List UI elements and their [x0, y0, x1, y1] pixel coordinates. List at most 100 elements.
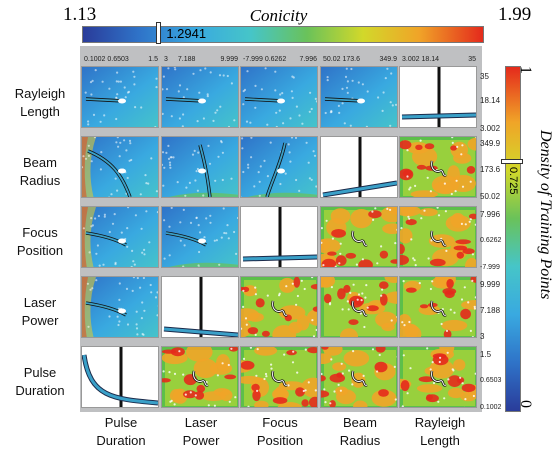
- tick: 0.6262: [264, 56, 287, 63]
- col-label-line: Laser: [184, 415, 218, 430]
- tick: 35: [468, 56, 476, 63]
- row-tick: 3.002: [480, 124, 501, 133]
- density-heatmap-cell[interactable]: [160, 346, 239, 408]
- col-ticks-1: 3 7.188 9.999: [164, 56, 238, 63]
- conicity-contour-cell[interactable]: [319, 66, 398, 128]
- tick: 349.9: [379, 56, 397, 63]
- tick: 1.5: [148, 56, 158, 63]
- row-tick: 18.14: [480, 96, 501, 105]
- col-label-rayleigh-length: Rayleigh Length: [400, 414, 480, 450]
- row-label-line: Laser: [23, 295, 57, 310]
- col-label-focus-position: Focus Position: [240, 414, 320, 450]
- tick: 3: [164, 56, 168, 63]
- row-tick: 50.02: [480, 192, 501, 201]
- col-ticks-0: 0.1002 0.6503 1.5: [84, 56, 158, 63]
- col-label-line: Pulse: [104, 415, 138, 430]
- density-max-label: 1: [517, 66, 542, 84]
- density-min-text: 0: [517, 400, 534, 408]
- density-heatmap-cell[interactable]: [399, 276, 478, 338]
- col-label-line: Duration: [96, 433, 146, 448]
- density-title-text: Density of Training Points: [537, 130, 554, 300]
- row-tick: 173.6: [480, 165, 501, 174]
- diagonal-plot-cell[interactable]: [160, 276, 239, 338]
- row-tick: 7.996: [480, 210, 501, 219]
- row-label-line: Radius: [19, 173, 61, 188]
- conicity-contour-cell[interactable]: [81, 66, 159, 128]
- tick: 7.188: [177, 56, 196, 63]
- row-label-line: Power: [21, 313, 59, 328]
- density-heatmap-cell[interactable]: [240, 276, 319, 338]
- conicity-colorbar: [82, 26, 484, 43]
- row-tick: 9.999: [480, 280, 501, 289]
- row-tick: 0.1002: [480, 404, 502, 411]
- tick: 50.02: [323, 56, 341, 63]
- density-value-text: 0.725: [507, 166, 519, 195]
- conicity-min-label: 1.13: [63, 4, 97, 25]
- tick: 173.6: [342, 56, 361, 63]
- col-label-line: Rayleigh: [414, 415, 466, 430]
- density-heatmap-cell[interactable]: [240, 346, 319, 408]
- col-label-line: Position: [256, 433, 304, 448]
- tick: 7.996: [299, 56, 317, 63]
- diagonal-plot-cell[interactable]: [399, 66, 478, 128]
- conicity-contour-cell[interactable]: [160, 136, 239, 198]
- conicity-contour-cell[interactable]: [160, 206, 239, 268]
- density-heatmap-cell[interactable]: [399, 346, 478, 408]
- col-label-pulse-duration: Pulse Duration: [81, 414, 161, 450]
- diagonal-plot-cell[interactable]: [319, 136, 398, 198]
- row-label-beam-radius: Beam Radius: [0, 154, 80, 190]
- col-label-line: Focus: [262, 415, 298, 430]
- col-label-line: Length: [420, 433, 460, 448]
- conicity-title: Conicity: [249, 6, 308, 25]
- density-heatmap-cell[interactable]: [319, 276, 398, 338]
- tick: 0.6503: [107, 56, 129, 63]
- tick: 3.002: [402, 56, 420, 63]
- density-heatmap-cell[interactable]: [399, 206, 478, 268]
- row-label-focus-position: Focus Position: [0, 224, 80, 260]
- conicity-contour-cell[interactable]: [81, 206, 159, 268]
- row-label-line: Length: [20, 104, 60, 119]
- tick: -7.999: [243, 56, 263, 63]
- diagonal-plot-cell[interactable]: [81, 346, 159, 408]
- density-value-label: 0.725: [501, 167, 523, 207]
- row-tick: 7.188: [480, 306, 501, 315]
- row-tick: 1.5: [480, 350, 492, 359]
- col-ticks-2: -7.999 0.6262 7.996: [243, 56, 317, 63]
- tick: 0.1002: [84, 56, 106, 63]
- row-label-line: Focus: [22, 225, 58, 240]
- row-label-line: Position: [16, 243, 64, 258]
- conicity-contour-cell[interactable]: [81, 276, 159, 338]
- density-slider-handle[interactable]: [501, 158, 523, 164]
- row-label-rayleigh-length: Rayleigh Length: [0, 85, 80, 121]
- row-tick: 349.9: [480, 139, 501, 148]
- col-label-laser-power: Laser Power: [161, 414, 241, 450]
- row-label-laser-power: Laser Power: [0, 294, 80, 330]
- tick: 18.14: [421, 56, 440, 63]
- row-tick: 0.6262: [480, 237, 502, 244]
- row-tick: 35: [480, 72, 489, 81]
- row-tick: -7.999: [480, 264, 500, 271]
- density-heatmap-cell[interactable]: [319, 346, 398, 408]
- density-colorbar: [505, 66, 521, 412]
- conicity-contour-cell[interactable]: [81, 136, 159, 198]
- conicity-contour-cell[interactable]: [240, 136, 319, 198]
- conicity-contour-cell[interactable]: [160, 66, 239, 128]
- density-title: Density of Training Points: [530, 130, 556, 360]
- density-max-text: 1: [517, 66, 534, 74]
- density-heatmap-cell[interactable]: [319, 206, 398, 268]
- tick: 9.999: [220, 56, 238, 63]
- row-label-line: Pulse: [23, 365, 57, 380]
- col-ticks-4: 3.002 18.14 35: [402, 56, 476, 63]
- row-label-line: Rayleigh: [14, 86, 66, 101]
- col-label-line: Beam: [343, 415, 377, 430]
- conicity-contour-cell[interactable]: [240, 66, 319, 128]
- density-heatmap-cell[interactable]: [399, 136, 478, 198]
- conicity-slider-handle[interactable]: [156, 22, 162, 44]
- row-label-pulse-duration: Pulse Duration: [0, 364, 80, 400]
- diagonal-plot-cell[interactable]: [240, 206, 319, 268]
- row-label-line: Beam: [23, 155, 57, 170]
- row-tick: 3: [480, 332, 485, 341]
- conicity-max-label: 1.99: [498, 4, 532, 25]
- col-ticks-3: 50.02 173.6 349.9: [323, 56, 397, 63]
- row-tick: 0.6503: [480, 377, 502, 384]
